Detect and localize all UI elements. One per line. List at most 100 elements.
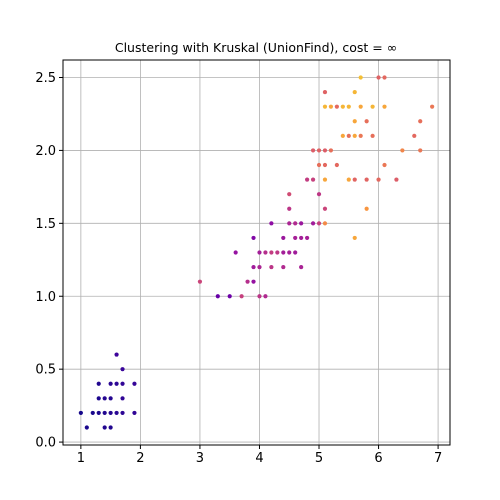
- data-point: [310, 177, 316, 182]
- data-point: [412, 133, 417, 138]
- data-point: [352, 119, 357, 124]
- data-point: [197, 279, 203, 284]
- data-point: [251, 279, 256, 284]
- data-point: [114, 410, 119, 416]
- data-point: [102, 410, 107, 416]
- data-point: [90, 410, 95, 416]
- data-point: [263, 294, 268, 299]
- data-point: [364, 119, 369, 124]
- data-point: [96, 396, 101, 401]
- data-point: [227, 294, 232, 299]
- data-point: [322, 104, 328, 109]
- x-tick-label: 5: [315, 451, 323, 466]
- data-point: [322, 148, 328, 153]
- y-tick-label: 1.0: [35, 290, 56, 305]
- data-point: [281, 235, 286, 241]
- y-tick-label: 0.0: [35, 436, 56, 451]
- data-point: [293, 235, 298, 241]
- data-point: [293, 221, 298, 226]
- grid-lines: [63, 60, 450, 445]
- data-point: [239, 294, 244, 299]
- data-point: [108, 381, 113, 386]
- data-point: [364, 177, 369, 182]
- data-point: [346, 177, 351, 182]
- data-point: [281, 250, 286, 255]
- data-point: [233, 250, 238, 255]
- chart-title: Clustering with Kruskal (UnionFind), cos…: [115, 40, 397, 55]
- data-point: [370, 104, 375, 109]
- data-point: [251, 235, 256, 241]
- data-point: [382, 162, 387, 168]
- data-point: [257, 264, 262, 270]
- data-point: [287, 192, 292, 197]
- data-point: [96, 410, 101, 416]
- data-point: [334, 104, 339, 109]
- data-point: [430, 104, 435, 109]
- data-point: [352, 235, 357, 241]
- x-tick-label: 1: [77, 451, 85, 466]
- x-axis: 1 2 3 4 5 6 7: [77, 445, 442, 466]
- data-point: [310, 221, 316, 226]
- data-point: [310, 148, 316, 153]
- data-point: [316, 192, 322, 197]
- data-point: [418, 119, 423, 124]
- data-point: [322, 89, 328, 95]
- y-axis: 0.0 0.5 1.0 1.5 2.0 2.5: [35, 71, 63, 451]
- x-tick-label: 3: [196, 451, 204, 466]
- data-point: [382, 75, 387, 80]
- data-point: [418, 148, 423, 153]
- data-point: [400, 148, 405, 153]
- data-point: [257, 250, 262, 255]
- data-point: [257, 294, 262, 299]
- x-tick-label: 7: [434, 451, 442, 466]
- data-point: [102, 425, 107, 430]
- data-point: [316, 148, 322, 153]
- data-point: [340, 133, 345, 138]
- data-point: [120, 367, 125, 372]
- data-point: [358, 104, 363, 109]
- x-tick-label: 4: [255, 451, 263, 466]
- data-point: [84, 425, 89, 430]
- data-point: [281, 264, 286, 270]
- x-tick-label: 6: [374, 451, 382, 466]
- data-point: [352, 133, 357, 138]
- data-point: [334, 162, 339, 168]
- data-point: [120, 410, 125, 416]
- data-point: [328, 148, 334, 153]
- data-point: [251, 264, 256, 270]
- data-point: [287, 250, 292, 255]
- data-point: [108, 410, 113, 416]
- data-point: [316, 221, 322, 226]
- data-point: [245, 279, 250, 284]
- data-point: [299, 221, 304, 226]
- data-point: [316, 162, 322, 168]
- data-point: [102, 396, 107, 401]
- data-point: [287, 206, 292, 211]
- data-point: [358, 133, 363, 138]
- data-point: [346, 133, 351, 138]
- y-tick-label: 0.5: [35, 363, 56, 378]
- data-point: [114, 381, 119, 386]
- data-point: [370, 133, 375, 138]
- data-point: [305, 235, 310, 241]
- data-point: [287, 221, 292, 226]
- data-point: [358, 75, 363, 80]
- data-point: [269, 250, 274, 255]
- data-point: [352, 89, 357, 95]
- data-point: [299, 235, 304, 241]
- data-point: [275, 250, 280, 255]
- data-point: [394, 177, 399, 182]
- data-point: [120, 381, 125, 386]
- data-point: [322, 162, 328, 168]
- data-point: [114, 352, 119, 357]
- data-point: [96, 381, 101, 386]
- data-point: [299, 264, 304, 270]
- data-point: [215, 294, 220, 299]
- data-point: [120, 396, 125, 401]
- data-point: [78, 410, 83, 416]
- data-point: [382, 104, 387, 109]
- data-point: [269, 221, 274, 226]
- data-points: [78, 75, 435, 430]
- x-tick-label: 2: [136, 451, 144, 466]
